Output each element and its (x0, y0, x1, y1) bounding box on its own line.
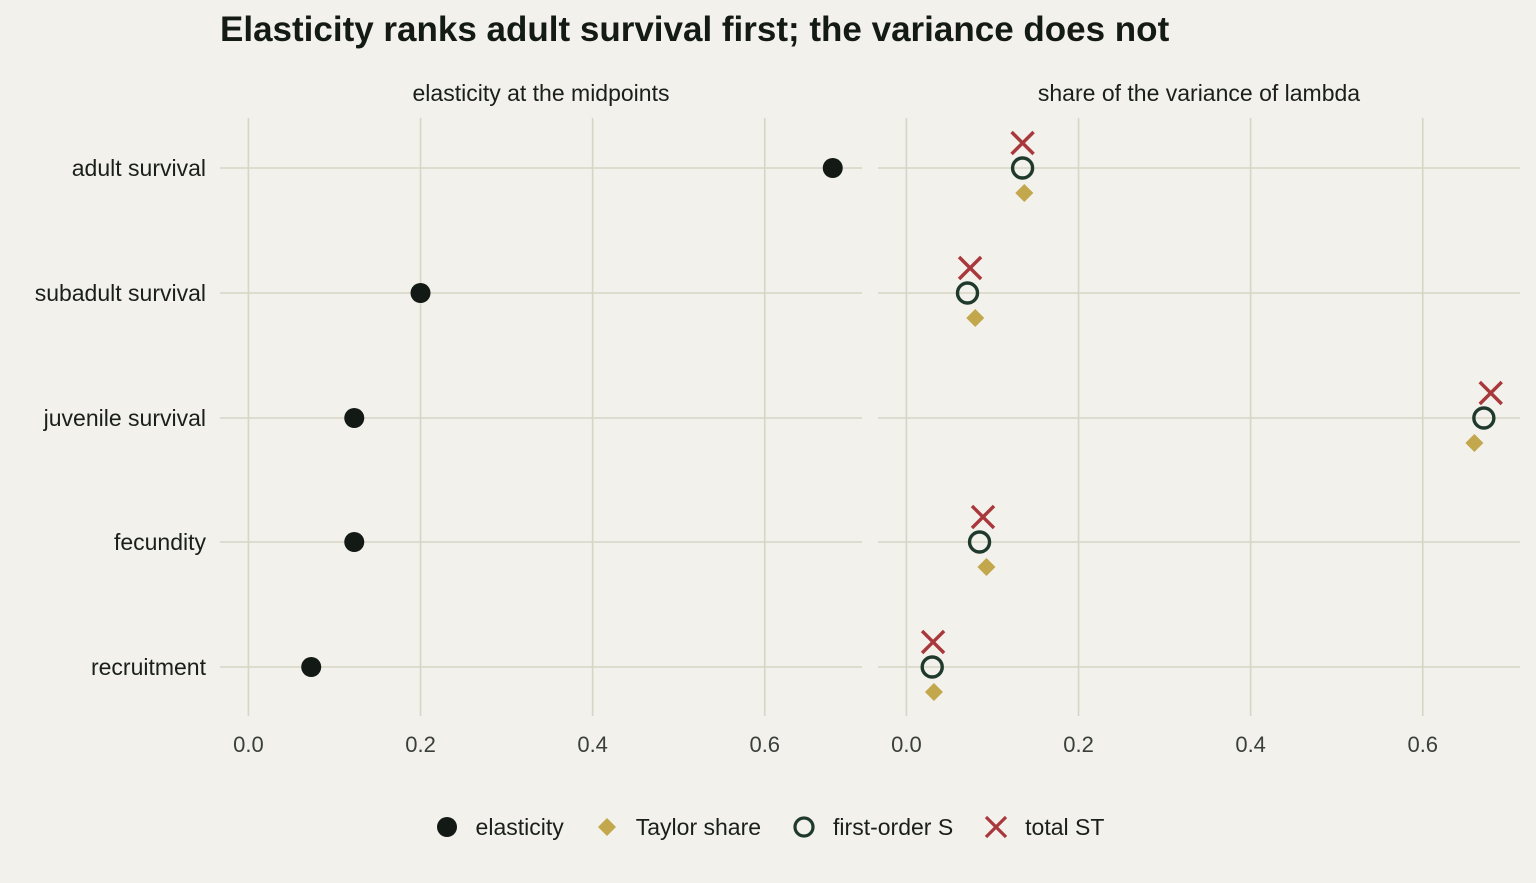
legend-label: elasticity (475, 813, 564, 840)
x-tick-label: 0.2 (1063, 732, 1094, 757)
legend-label: first-order S (833, 813, 954, 840)
x-tick-label: 0.6 (1407, 732, 1438, 757)
y-category-label: adult survival (72, 155, 206, 181)
first-order-s-point (1472, 406, 1496, 430)
total-st-point (957, 255, 983, 281)
first-order-s-point (967, 530, 992, 554)
elasticity-point (344, 532, 365, 552)
taylor-share-point (966, 309, 985, 327)
open-circle-icon (793, 816, 815, 838)
total-st-cross-stroke (920, 629, 946, 655)
elasticity-point (822, 158, 843, 178)
y-category-label: recruitment (91, 654, 207, 680)
x-tick-label: 0.6 (749, 732, 780, 757)
y-category-label: fecundity (114, 529, 207, 555)
first-order-s-point (920, 655, 944, 679)
taylor-share-point (1465, 434, 1484, 452)
taylor-share-point (977, 558, 996, 576)
legend-label: Taylor share (635, 813, 762, 840)
x-tick-label: 0.2 (405, 732, 436, 757)
y-category-label: juvenile survival (43, 405, 206, 431)
legend-item-taylor-share: Taylor share (592, 812, 761, 842)
chart-title: Elasticity ranks adult survival first; t… (220, 10, 1170, 49)
x-tick-label: 0.4 (577, 732, 608, 757)
legend-item-total-st: total ST (981, 812, 1104, 842)
elasticity-point (301, 657, 322, 677)
total-st-cross-stroke (957, 255, 983, 281)
total-st-point (1010, 130, 1035, 156)
elasticity-point (410, 283, 431, 303)
legend-label: total ST (1025, 813, 1105, 840)
first-order-s-point (1010, 156, 1035, 180)
x-tick-label: 0.0 (233, 732, 264, 757)
total-st-point (1478, 380, 1503, 406)
total-st-point (920, 629, 946, 655)
legend-item-first-order-s: first-order S (789, 812, 953, 842)
elasticity-point (344, 408, 365, 428)
total-st-cross-stroke (970, 504, 996, 530)
total-st-cross-stroke (1010, 130, 1035, 156)
y-category-label: subadult survival (35, 280, 206, 306)
legend: elasticity Taylor share first-order S to… (0, 812, 1536, 842)
first-order-s-point (955, 281, 980, 305)
x-tick-label: 0.0 (891, 732, 922, 757)
facet-title-elasticity: elasticity at the midpoints (412, 80, 670, 106)
taylor-share-point (1015, 184, 1034, 202)
legend-item-elasticity: elasticity (432, 812, 564, 842)
total-st-cross-stroke (1478, 380, 1503, 406)
x-tick-label: 0.4 (1235, 732, 1266, 757)
diamond-icon (597, 818, 616, 836)
total-st-point (970, 504, 996, 530)
filled-circle-icon (436, 817, 457, 837)
taylor-share-point (924, 683, 943, 701)
cross-icon (985, 815, 1008, 839)
facet-title-variance-share: share of the variance of lambda (1037, 80, 1361, 106)
